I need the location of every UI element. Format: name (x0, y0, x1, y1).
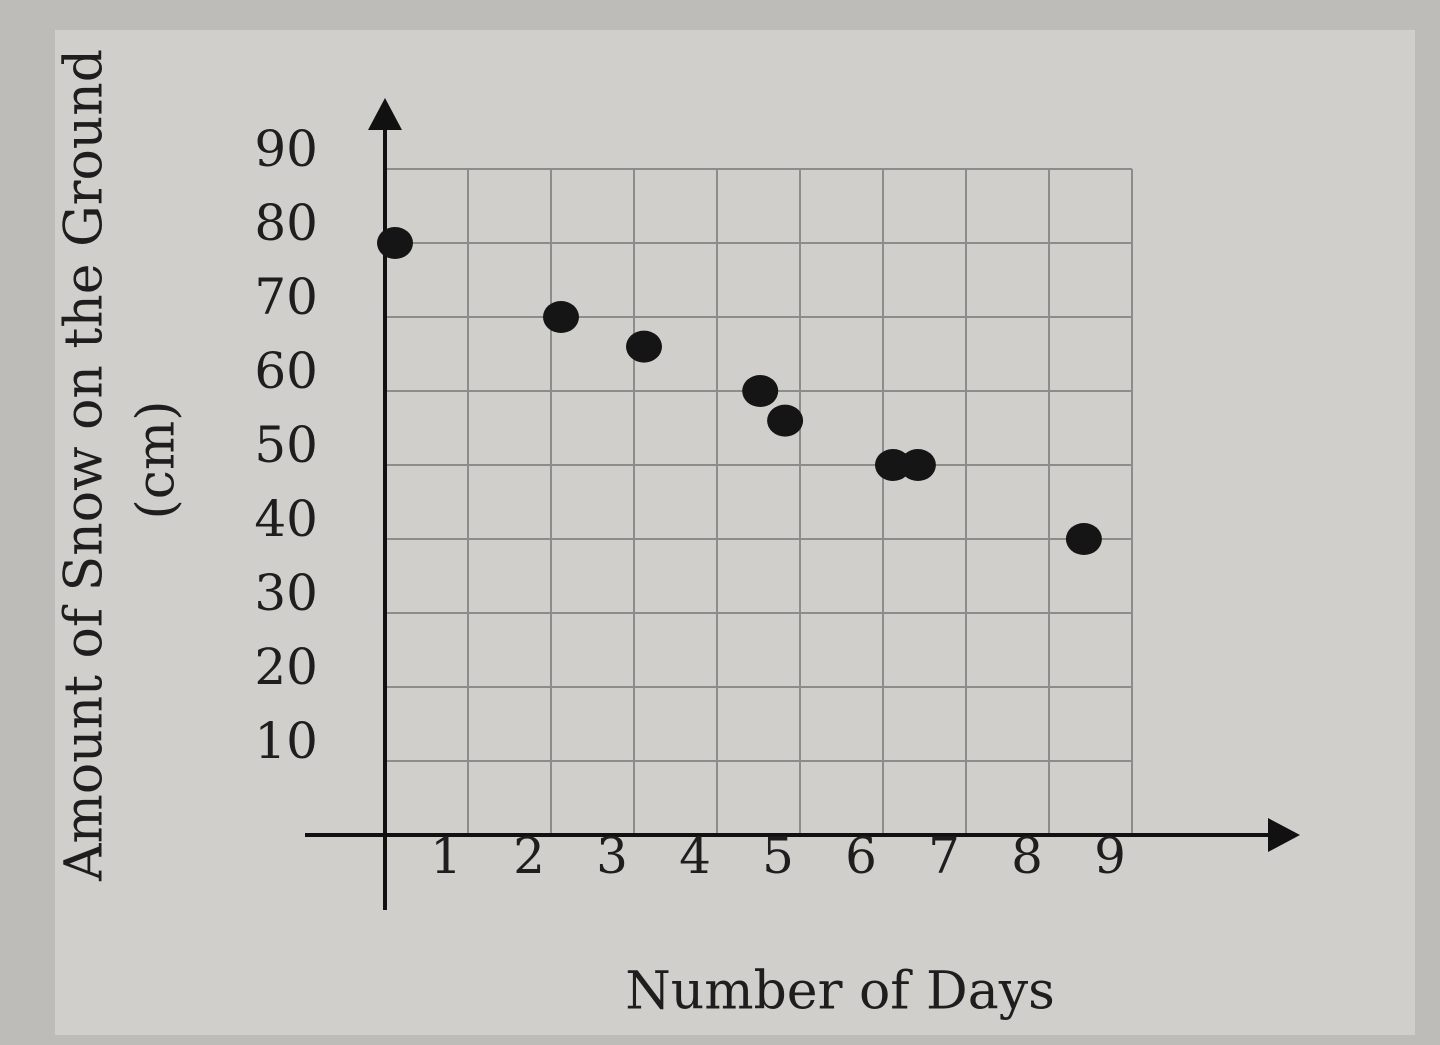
grid (385, 168, 1133, 835)
x-axis-label: Number of Days (625, 962, 1055, 1022)
x-tick-label: 1 (430, 827, 462, 885)
y-tick-label: 20 (254, 638, 318, 696)
x-tick-label: 3 (596, 827, 628, 885)
x-tick-label: 5 (762, 827, 794, 885)
y-tick-label: 10 (254, 712, 318, 770)
point (767, 404, 804, 437)
x-tick-label: 9 (1094, 827, 1126, 885)
x-arrow (1268, 818, 1300, 852)
y-tick-label: 70 (254, 268, 318, 326)
y-tick-label: 80 (254, 194, 318, 252)
point (899, 449, 936, 481)
page-area (55, 30, 1415, 1035)
point (875, 449, 911, 481)
point (742, 375, 779, 407)
y-axis-label-unit: (cm) (127, 400, 187, 519)
y-arrow (368, 98, 402, 130)
point (377, 227, 413, 259)
x-tick-label: 7 (928, 827, 960, 885)
y-tick-label: 60 (254, 342, 318, 400)
y-tick-label: 50 (254, 416, 318, 474)
y-axis-label: Amount of Snow on the Ground (55, 49, 115, 882)
y-tick-label: 40 (254, 490, 318, 548)
point (1065, 523, 1102, 555)
x-tick-label: 2 (513, 827, 545, 885)
x-tick-label: 4 (679, 827, 711, 885)
point (543, 301, 579, 333)
y-tick-label: 90 (254, 120, 318, 178)
point (626, 330, 662, 363)
y-tick-label: 30 (254, 564, 318, 622)
x-tick-label: 6 (845, 827, 877, 885)
x-tick-label: 8 (1011, 827, 1043, 885)
